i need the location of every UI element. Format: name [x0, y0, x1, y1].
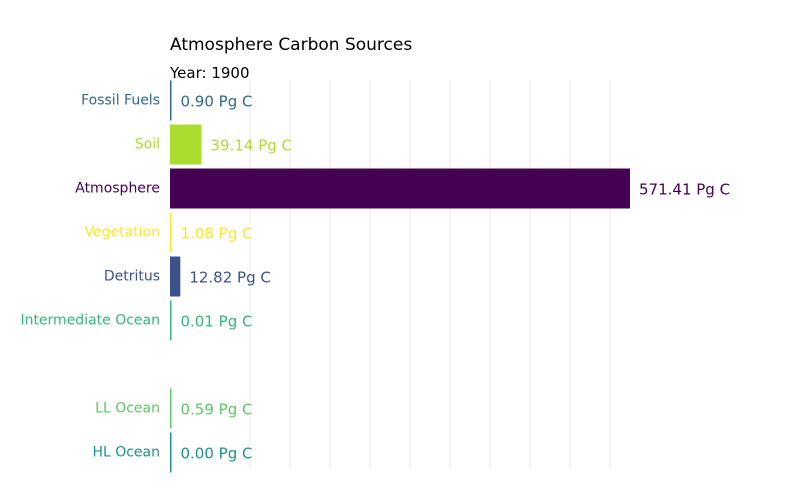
bar-ll-ocean	[170, 388, 172, 429]
bar-fossil-fuels	[170, 80, 172, 121]
category-label-intermediate-ocean: Intermediate Ocean	[20, 313, 160, 329]
bars: Fossil Fuels 0.90 Pg C Soil 39.14 Pg C Atmos…	[20, 80, 730, 473]
category-label-hl-ocean: HL Ocean	[92, 445, 160, 461]
value-label-atmosphere: 571.41 Pg C	[639, 181, 730, 199]
value-label-fossil-fuels: 0.90 Pg C	[181, 93, 253, 111]
category-label-ll-ocean: LL Ocean	[95, 401, 160, 417]
value-label-ll-ocean: 0.59 Pg C	[181, 401, 253, 419]
value-label-vegetation: 1.08 Pg C	[181, 225, 253, 243]
category-label-soil: Soil	[135, 137, 160, 153]
chart-title: Atmosphere Carbon Sources	[170, 35, 412, 55]
bar-intermediate-ocean	[170, 300, 172, 341]
gridlines	[249, 80, 611, 470]
bar-vegetation	[170, 212, 172, 253]
bar-atmosphere	[170, 168, 630, 209]
category-label-atmosphere: Atmosphere	[75, 181, 160, 197]
bar-hl-ocean	[170, 432, 172, 473]
bar-soil	[170, 124, 202, 165]
bar-detritus	[170, 256, 181, 297]
category-label-vegetation: Vegetation	[85, 225, 161, 241]
value-label-soil: 39.14 Pg C	[211, 137, 293, 155]
value-label-detritus: 12.82 Pg C	[189, 269, 271, 287]
value-label-intermediate-ocean: 0.01 Pg C	[181, 313, 253, 331]
category-label-fossil-fuels: Fossil Fuels	[81, 93, 160, 109]
category-label-detritus: Detritus	[104, 269, 160, 285]
value-label-hl-ocean: 0.00 Pg C	[181, 445, 253, 463]
chart-subtitle: Year: 1900	[169, 64, 250, 82]
